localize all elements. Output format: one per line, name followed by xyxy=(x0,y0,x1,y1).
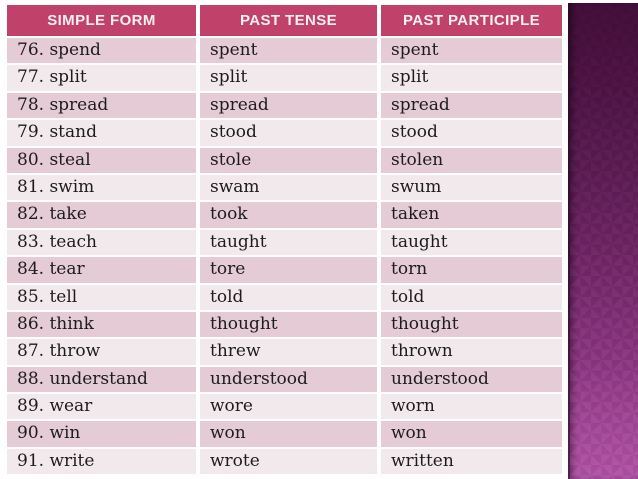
past-participle-cell: taught xyxy=(381,229,562,256)
past-tense-cell: spent xyxy=(200,38,377,64)
past-tense-cell: thought xyxy=(200,311,377,338)
past-tense-cell: threw xyxy=(200,339,377,365)
table-row: 81. swim swam swum xyxy=(7,174,562,201)
past-participle-cell: thought xyxy=(381,311,562,338)
simple-form-cell: 90. win xyxy=(7,421,196,447)
past-tense-cell: told xyxy=(200,284,377,310)
past-tense-cell: wore xyxy=(200,394,377,420)
past-tense-cell: won xyxy=(200,421,377,447)
simple-form-cell: 82. take xyxy=(7,202,196,228)
header-simple-form: SIMPLE FORM xyxy=(7,5,196,36)
past-tense-cell: swam xyxy=(200,174,377,201)
simple-form-cell: 88. understand xyxy=(7,366,196,393)
simple-form-cell: 77. split xyxy=(7,65,196,91)
past-participle-cell: swum xyxy=(381,174,562,201)
past-tense-cell: stole xyxy=(200,147,377,173)
simple-form-cell: 85. tell xyxy=(7,284,196,310)
simple-form-cell: 84. tear xyxy=(7,257,196,283)
simple-form-cell: 78. spread xyxy=(7,92,196,119)
past-participle-cell: taken xyxy=(381,202,562,228)
past-participle-cell: spent xyxy=(381,38,562,64)
past-tense-cell: taught xyxy=(200,229,377,256)
past-tense-cell: tore xyxy=(200,257,377,283)
simple-form-cell: 81. swim xyxy=(7,174,196,201)
table-row: 84. tear tore torn xyxy=(7,257,562,283)
table-row: 87. throw threw thrown xyxy=(7,339,562,365)
table-row: 79. stand stood stood xyxy=(7,120,562,146)
table-row: 90. win won won xyxy=(7,421,562,447)
table-row: 86. think thought thought xyxy=(7,311,562,338)
past-participle-cell: stood xyxy=(381,120,562,146)
simple-form-cell: 91. write xyxy=(7,448,196,475)
past-participle-cell: spread xyxy=(381,92,562,119)
simple-form-cell: 80. steal xyxy=(7,147,196,173)
past-participle-cell: told xyxy=(381,284,562,310)
decorative-sidebar xyxy=(568,3,638,479)
table-row: 77. split split split xyxy=(7,65,562,91)
past-participle-cell: won xyxy=(381,421,562,447)
past-tense-cell: took xyxy=(200,202,377,228)
past-tense-cell: spread xyxy=(200,92,377,119)
simple-form-cell: 79. stand xyxy=(7,120,196,146)
table-row: 85. tell told told xyxy=(7,284,562,310)
table-row: 80. steal stole stolen xyxy=(7,147,562,173)
table-row: 89. wear wore worn xyxy=(7,394,562,420)
past-tense-cell: stood xyxy=(200,120,377,146)
past-participle-cell: thrown xyxy=(381,339,562,365)
past-participle-cell: stolen xyxy=(381,147,562,173)
simple-form-cell: 83. teach xyxy=(7,229,196,256)
irregular-verbs-table: SIMPLE FORM PAST TENSE PAST PARTICIPLE 7… xyxy=(7,5,562,476)
table-row: 82. take took taken xyxy=(7,202,562,228)
simple-form-cell: 86. think xyxy=(7,311,196,338)
table-row: 76. spend spent spent xyxy=(7,38,562,64)
header-past-participle: PAST PARTICIPLE xyxy=(381,5,562,36)
past-tense-cell: understood xyxy=(200,366,377,393)
past-tense-cell: split xyxy=(200,65,377,91)
past-participle-cell: understood xyxy=(381,366,562,393)
table-row: 83. teach taught taught xyxy=(7,229,562,256)
past-tense-cell: wrote xyxy=(200,448,377,475)
table-row: 78. spread spread spread xyxy=(7,92,562,119)
simple-form-cell: 87. throw xyxy=(7,339,196,365)
past-participle-cell: torn xyxy=(381,257,562,283)
simple-form-cell: 76. spend xyxy=(7,38,196,64)
header-past-tense: PAST TENSE xyxy=(200,5,377,36)
table-header-row: SIMPLE FORM PAST TENSE PAST PARTICIPLE xyxy=(7,5,562,36)
past-participle-cell: worn xyxy=(381,394,562,420)
diamond-pattern-overlay xyxy=(570,3,638,479)
simple-form-cell: 89. wear xyxy=(7,394,196,420)
table-row: 88. understand understood understood xyxy=(7,366,562,393)
past-participle-cell: split xyxy=(381,65,562,91)
table-body: 76. spend spent spent 77. split split split 78… xyxy=(7,38,562,475)
table-row: 91. write wrote written xyxy=(7,448,562,475)
past-participle-cell: written xyxy=(381,448,562,475)
